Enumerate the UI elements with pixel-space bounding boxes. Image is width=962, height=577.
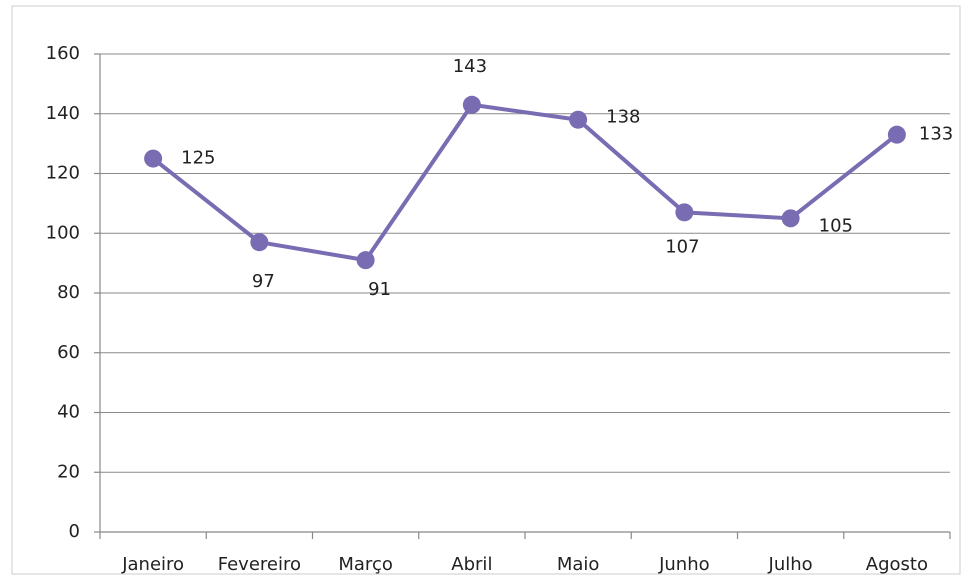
data-label: 133 (919, 124, 953, 145)
data-label: 125 (181, 148, 215, 169)
y-tick-label: 120 (46, 163, 80, 184)
x-tick-label: Abril (451, 554, 492, 575)
data-label: 143 (453, 56, 487, 77)
data-label: 105 (819, 215, 853, 236)
y-tick-label: 0 (69, 521, 80, 542)
data-point (569, 110, 588, 129)
data-point (675, 203, 694, 222)
data-label: 107 (665, 236, 699, 257)
y-tick-label: 100 (46, 222, 80, 243)
y-tick-label: 140 (46, 103, 80, 124)
data-point (887, 125, 906, 144)
data-label: 138 (606, 107, 640, 128)
x-tick-label: Fevereiro (218, 554, 301, 575)
data-point (781, 209, 800, 228)
x-tick-label: Janeiro (121, 554, 184, 575)
y-tick-label: 20 (57, 461, 80, 482)
chart-frame (11, 5, 961, 575)
y-tick-label: 60 (57, 342, 80, 363)
data-label: 91 (368, 279, 391, 300)
series-line (151, 102, 899, 263)
x-tick-label: Março (338, 554, 392, 575)
x-tick-label: Maio (557, 554, 600, 575)
data-point (144, 149, 163, 168)
y-tick-label: 40 (57, 402, 80, 423)
y-tick-label: 80 (57, 282, 80, 303)
x-tick-label: Julho (768, 554, 813, 575)
data-label: 97 (252, 271, 275, 292)
data-point (356, 251, 375, 270)
y-tick-label: 160 (46, 43, 80, 64)
x-tick-label: Junho (658, 554, 710, 575)
data-point (462, 95, 481, 114)
data-point (250, 233, 269, 252)
x-tick-label: Agosto (866, 554, 928, 575)
